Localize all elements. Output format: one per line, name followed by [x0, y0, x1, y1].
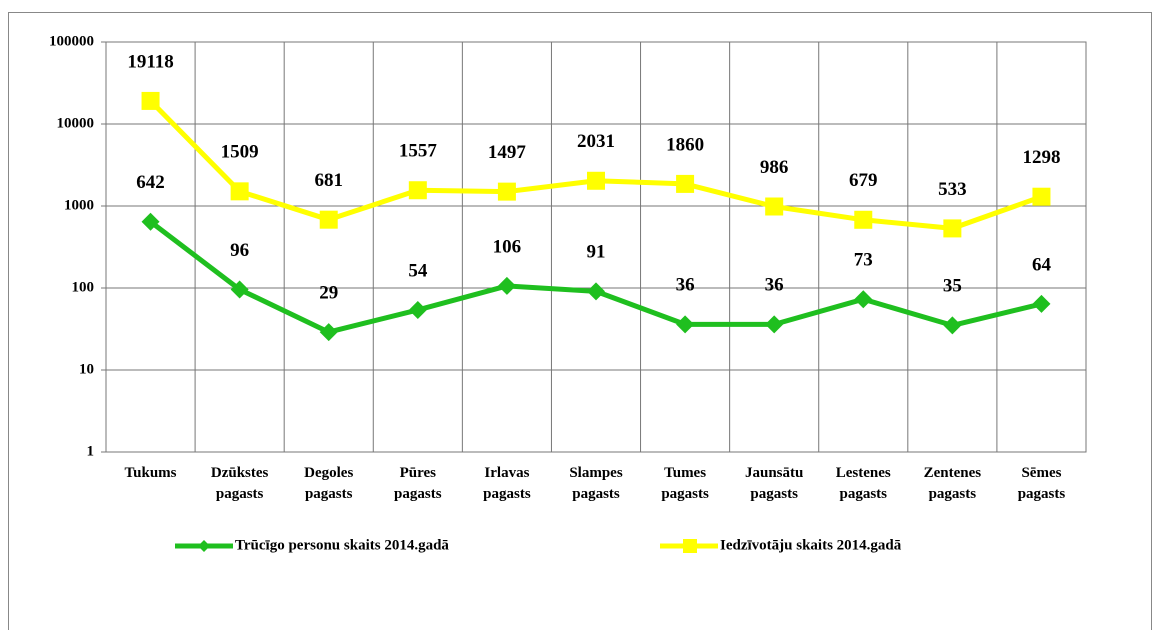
marker — [943, 316, 962, 335]
y-tick-label: 1000 — [64, 197, 94, 213]
x-tick-label: Tukums — [125, 465, 177, 481]
data-label: 1860 — [666, 134, 704, 155]
marker — [497, 182, 516, 201]
data-label: 64 — [1032, 254, 1052, 275]
marker — [319, 210, 338, 229]
x-tick-label: Lestenes pagasts — [836, 465, 891, 502]
x-tick-label: Jaunsātu pagasts — [745, 465, 803, 502]
data-label: 106 — [493, 236, 522, 257]
marker — [230, 182, 249, 201]
data-label: 96 — [230, 240, 249, 261]
marker — [408, 300, 427, 319]
plot-border — [105, 41, 1087, 453]
data-label: 36 — [765, 275, 784, 296]
data-label: 19118 — [127, 51, 173, 72]
marker — [676, 315, 695, 334]
data-label: 36 — [676, 275, 695, 296]
y-tick-label: 100000 — [49, 33, 94, 49]
data-label: 29 — [319, 282, 338, 303]
x-tick-label: Slampes pagasts — [569, 465, 623, 502]
data-label: 679 — [849, 170, 878, 191]
marker — [943, 219, 962, 238]
data-label: 54 — [408, 260, 428, 281]
data-label: 642 — [136, 172, 165, 193]
y-tick-label: 10000 — [57, 115, 95, 131]
x-tick-label: Zentenes pagasts — [924, 465, 982, 502]
legend-label: Trūcīgo personu skaits 2014.gadā — [235, 537, 449, 553]
marker — [141, 212, 160, 231]
data-label: 35 — [943, 276, 962, 297]
x-tick-label: Degoles pagasts — [304, 465, 353, 502]
legend-marker — [683, 539, 697, 553]
marker — [1032, 187, 1051, 206]
data-label: 533 — [938, 179, 967, 200]
x-tick-label: Pūres pagasts — [394, 465, 442, 502]
marker — [587, 282, 605, 301]
data-label: 91 — [587, 242, 606, 263]
marker — [765, 197, 784, 216]
legend-marker — [198, 540, 210, 552]
marker — [319, 323, 338, 342]
data-label: 986 — [760, 157, 789, 178]
marker — [676, 174, 695, 193]
marker — [854, 210, 873, 229]
marker — [230, 280, 249, 299]
x-tick-label: Tumes pagasts — [661, 465, 709, 502]
data-label: 1509 — [221, 142, 259, 163]
x-tick-label: Dzūkstes pagasts — [211, 465, 269, 502]
marker — [854, 290, 873, 309]
data-label: 1497 — [488, 142, 527, 163]
legend-label: Iedzīvotāju skaits 2014.gadā — [720, 537, 902, 553]
marker — [497, 276, 516, 295]
marker — [587, 171, 605, 190]
y-tick-label: 10 — [79, 361, 94, 377]
data-label: 73 — [854, 250, 873, 271]
marker — [141, 91, 160, 110]
marker — [1032, 294, 1051, 313]
data-label: 2031 — [577, 131, 615, 152]
data-label: 1298 — [1022, 147, 1060, 168]
marker — [765, 315, 784, 334]
x-tick-label: Irlavas pagasts — [483, 465, 531, 502]
y-tick-label: 100 — [72, 279, 95, 295]
y-tick-label: 1 — [87, 443, 95, 459]
x-tick-label: Sēmes pagasts — [1018, 465, 1066, 502]
data-label: 1557 — [399, 141, 438, 162]
marker — [408, 181, 427, 200]
data-label: 681 — [314, 170, 343, 191]
